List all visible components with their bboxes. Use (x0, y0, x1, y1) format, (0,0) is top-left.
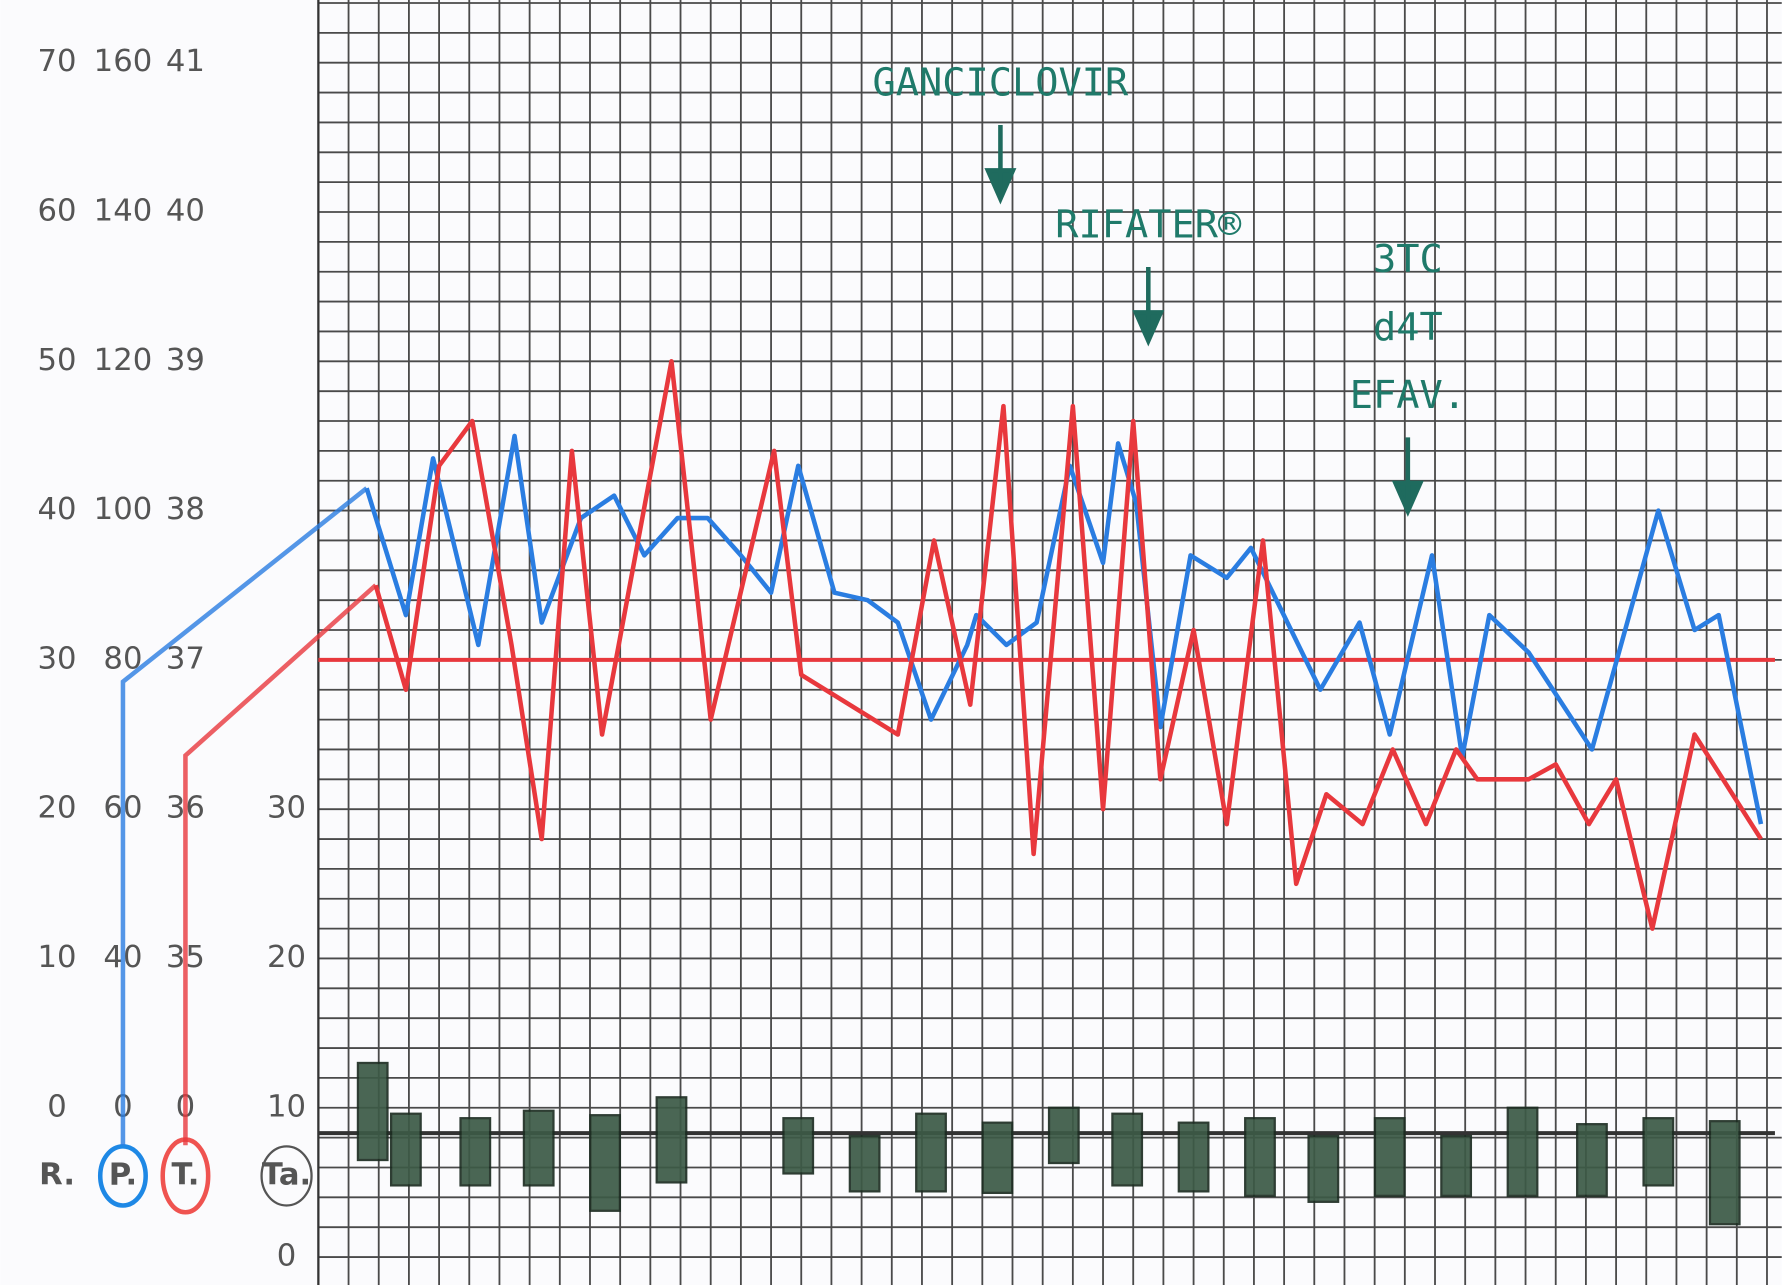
y-tick-label: 30 (267, 791, 306, 826)
axis-label: R. (39, 1157, 75, 1192)
range-bar (1577, 1124, 1607, 1196)
range-bar (1179, 1123, 1209, 1192)
range-bar (1245, 1118, 1275, 1196)
y-tick-label: 40 (38, 492, 77, 527)
range-bar (1644, 1118, 1674, 1185)
range-bar (783, 1118, 813, 1173)
y-tick-label: 41 (166, 44, 205, 79)
range-bar (391, 1114, 421, 1186)
range-bar (1309, 1136, 1339, 1202)
axis-label: P. (109, 1157, 137, 1192)
y-tick-label: 39 (166, 343, 205, 378)
range-bar (358, 1063, 388, 1160)
range-bar (590, 1115, 620, 1211)
y-tick-label: 37 (166, 641, 205, 676)
y-tick-label: 40 (166, 194, 205, 229)
y-tick-label: 70 (38, 44, 77, 79)
range-bar (657, 1097, 687, 1182)
y-tick-label: 10 (38, 940, 77, 975)
chart: 010203040506070R.0406080100120140160P.03… (0, 0, 1782, 1285)
y-tick-label: 38 (166, 492, 205, 527)
axis-label: Ta. (262, 1157, 311, 1192)
annotation: EFAV. (1350, 373, 1466, 418)
page: 010203040506070R.0406080100120140160P.03… (0, 0, 1782, 1285)
range-bar (850, 1136, 880, 1191)
range-bar (461, 1118, 491, 1185)
range-bar (1375, 1118, 1405, 1196)
y-tick-label: 140 (94, 194, 153, 229)
range-bar (983, 1123, 1013, 1193)
y-tick-label: 100 (94, 492, 153, 527)
y-tick-label: 120 (94, 343, 153, 378)
annotation: GANCICLOVIR (873, 61, 1129, 106)
range-bar (1508, 1108, 1538, 1196)
axis-label: T. (171, 1157, 199, 1192)
y-tick-label: 0 (277, 1239, 297, 1274)
annotation: d4T (1373, 305, 1443, 350)
y-tick-label: 20 (267, 940, 306, 975)
y-tick-label: 0 (47, 1089, 67, 1124)
range-bar (916, 1114, 946, 1192)
y-tick-label: 160 (94, 44, 153, 79)
y-tick-label: 10 (267, 1089, 306, 1124)
y-tick-label: 30 (38, 641, 77, 676)
y-tick-label: 60 (38, 194, 77, 229)
range-bar (1112, 1114, 1142, 1186)
y-tick-label: 20 (38, 791, 77, 826)
range-bar (1049, 1108, 1079, 1163)
annotation: 3TC (1373, 237, 1443, 282)
range-bar (524, 1111, 554, 1186)
annotation: RIFATER® (1055, 203, 1242, 248)
y-tick-label: 50 (38, 343, 77, 378)
range-bar (1710, 1121, 1740, 1224)
range-bar (1441, 1136, 1471, 1196)
